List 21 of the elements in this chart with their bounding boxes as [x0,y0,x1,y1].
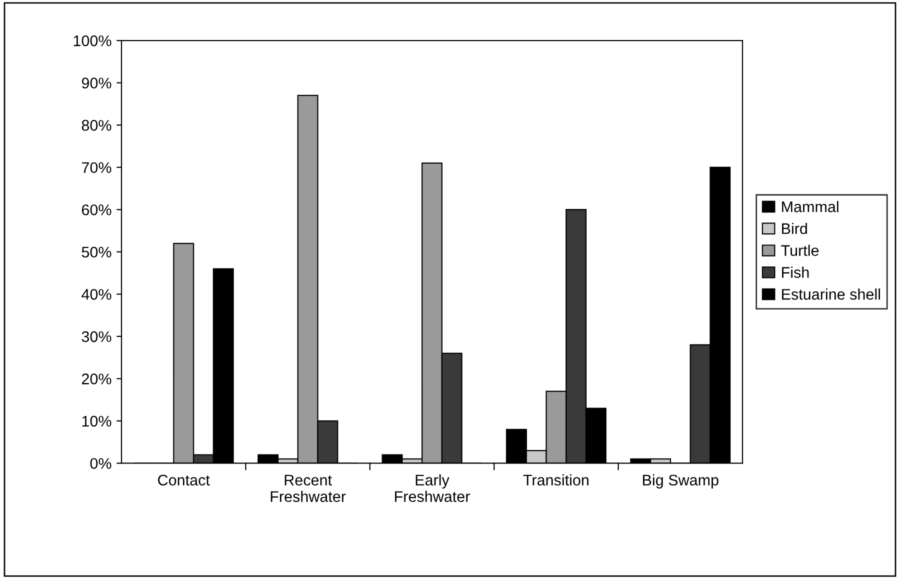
y-tick-label: 90% [82,78,112,88]
x-tick-label: Early Freshwater [395,474,470,502]
y-tick-label: 80% [82,120,112,131]
y-tick-label: 30% [82,331,112,342]
legend-label: Mammal [782,200,838,212]
y-tick-label: 10% [82,416,112,427]
x-tick-label: Contact [158,474,210,486]
y-tick-label: 20% [82,374,112,384]
x-tick-label: Transition [523,474,588,486]
legend-label: Turtle [781,244,819,256]
legend-label: Bird [782,222,807,234]
y-tick-label: 70% [82,162,112,174]
y-tick-label: 100% [74,35,112,46]
y-tick-label: 0% [90,458,112,469]
legend-label: Estuarine shell [782,288,880,300]
x-tick-label: Big Swamp [643,474,718,489]
legend-label: Fish [782,266,809,278]
y-tick-label: 60% [82,204,112,216]
y-tick-label: 40% [82,289,112,300]
x-tick-label: Recent Freshwater [270,474,346,502]
y-tick-label: 50% [82,246,112,258]
